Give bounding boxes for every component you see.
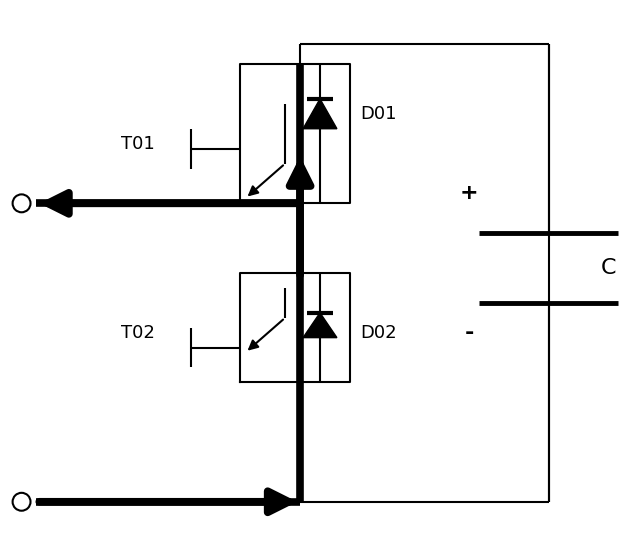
- Text: +: +: [460, 183, 478, 204]
- Text: T01: T01: [121, 135, 155, 152]
- Text: -: -: [464, 322, 474, 343]
- Text: D01: D01: [360, 105, 396, 123]
- Text: C: C: [601, 258, 616, 278]
- Polygon shape: [303, 313, 337, 337]
- Text: D02: D02: [360, 324, 396, 342]
- Text: T02: T02: [121, 324, 155, 342]
- Polygon shape: [303, 99, 337, 129]
